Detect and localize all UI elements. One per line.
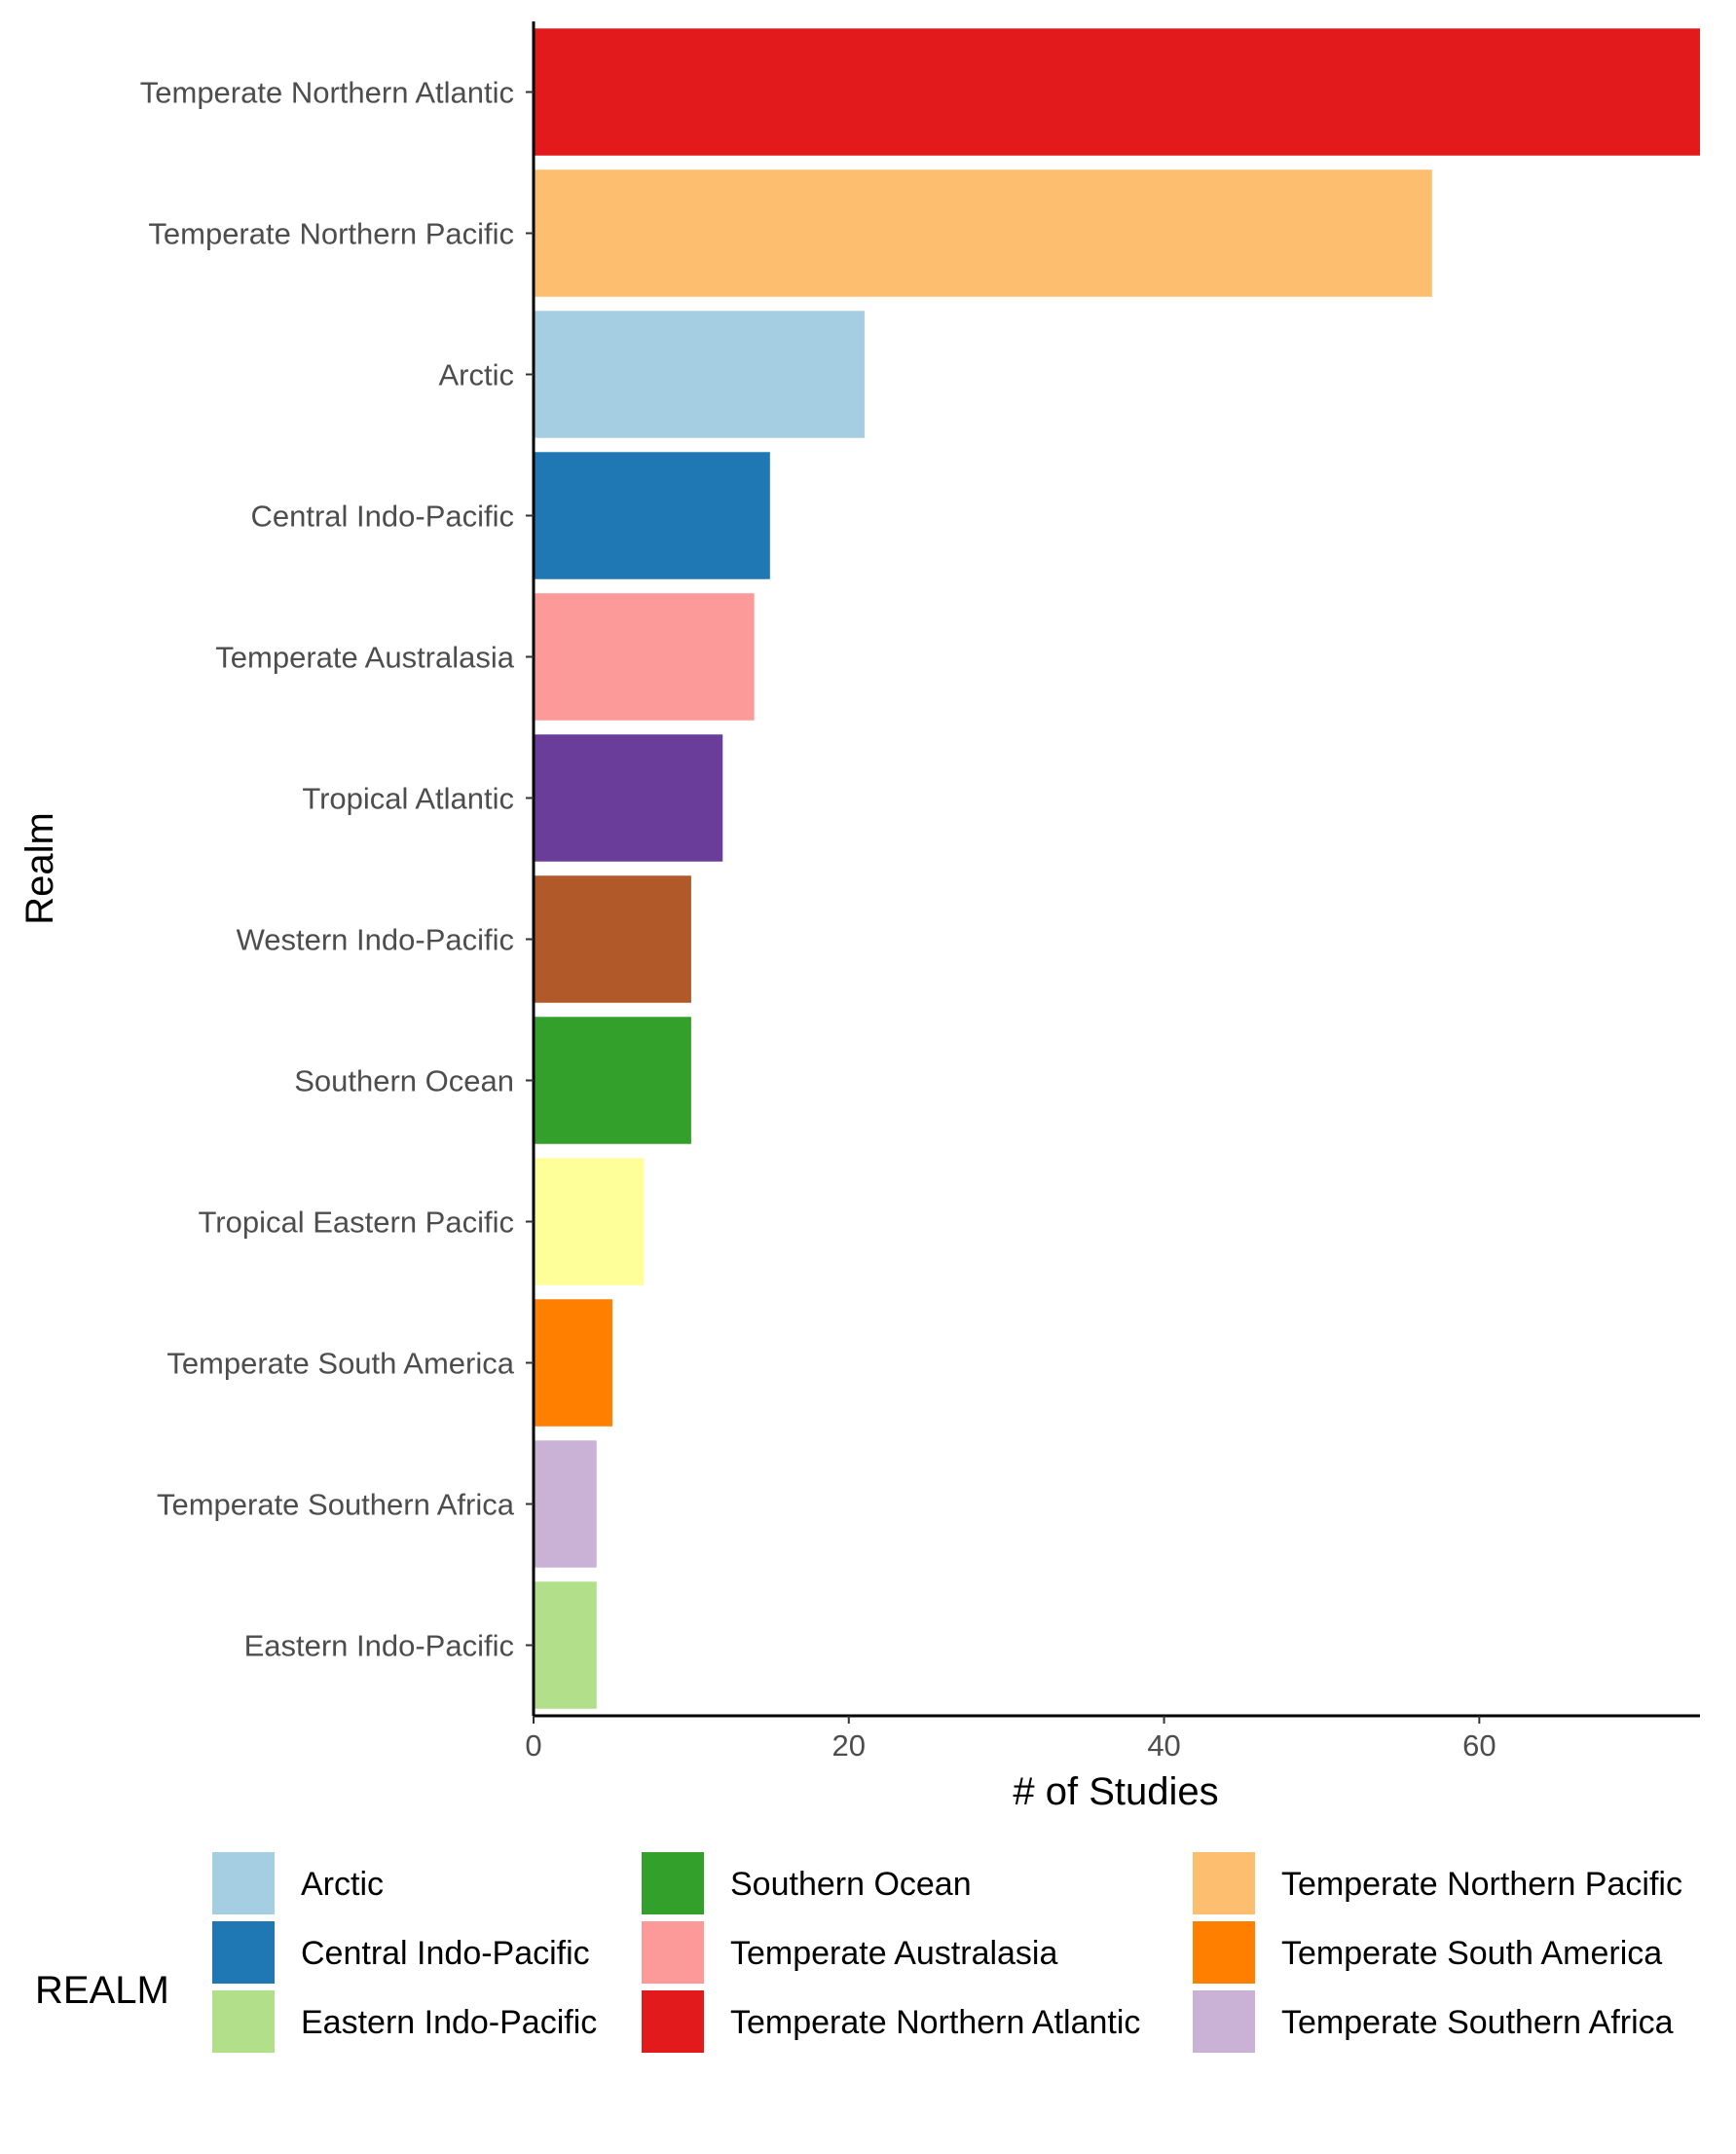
legend-label-7: Temperate South America [1281,1935,1662,1972]
legend-key-8 [1193,1990,1255,2053]
y-tick-label-3: Central Indo-Pacific [250,500,514,534]
legend-key-2 [212,1990,275,2053]
legend-entries-group: Arctic Central Indo-Pacific Eastern Indo-P… [212,1852,1682,2053]
legend-label-4: Temperate Australasia [730,1935,1057,1972]
legend-key-0 [212,1852,275,1914]
legend-key-6 [1193,1852,1255,1914]
legend-key-3 [642,1852,704,1914]
bar-4 [534,593,755,721]
legend: REALM Arctic Central Indo-Pacific Eastern … [35,1852,1682,2053]
bar-2 [534,311,865,438]
x-tick-label-1: 20 [832,1728,866,1763]
bar-8 [534,1158,645,1285]
y-tick-label-2: Arctic [439,358,515,392]
legend-label-8: Temperate Southern Africa [1281,2004,1674,2041]
legend-label-2: Eastern Indo-Pacific [301,2004,597,2041]
bar-10 [534,1440,597,1568]
y-tick-label-6: Western Indo-Pacific [237,923,514,957]
legend-key-5 [642,1990,704,2053]
x-tick-label-0: 0 [525,1728,541,1763]
legend-label-1: Central Indo-Pacific [301,1935,590,1972]
y-ticks-group: Temperate Northern Atlantic Temperate Nor… [140,76,534,1663]
y-tick-label-4: Temperate Australasia [215,641,514,675]
bar-9 [534,1299,612,1427]
bar-1 [534,169,1432,297]
bar-0 [534,28,1700,156]
x-ticks-group: 0 20 40 60 [525,1716,1496,1763]
legend-key-1 [212,1921,275,1984]
y-axis-title: Realm [18,812,61,925]
x-tick-label-3: 60 [1462,1728,1496,1763]
bar-5 [534,734,723,862]
x-tick-label-2: 40 [1147,1728,1180,1763]
x-axis-title: # of Studies [1013,1770,1218,1813]
y-tick-label-11: Eastern Indo-Pacific [244,1629,514,1663]
bars-group [534,28,1700,1709]
y-tick-label-1: Temperate Northern Pacific [148,217,514,251]
legend-label-0: Arctic [301,1866,384,1903]
bar-11 [534,1581,597,1709]
y-tick-label-7: Southern Ocean [294,1064,514,1098]
legend-key-7 [1193,1921,1255,1984]
y-tick-label-10: Temperate Southern Africa [157,1488,515,1522]
y-tick-label-9: Temperate South America [166,1347,514,1381]
y-tick-label-5: Tropical Atlantic [302,782,514,816]
legend-label-5: Temperate Northern Atlantic [730,2004,1140,2041]
legend-title: REALM [35,1969,169,2012]
bar-7 [534,1017,691,1144]
bar-6 [534,875,691,1003]
legend-label-3: Southern Ocean [730,1866,972,1903]
bar-3 [534,452,770,579]
y-tick-label-8: Tropical Eastern Pacific [199,1206,514,1240]
legend-key-4 [642,1921,704,1984]
y-tick-label-0: Temperate Northern Atlantic [140,76,514,110]
legend-label-6: Temperate Northern Pacific [1281,1866,1682,1903]
